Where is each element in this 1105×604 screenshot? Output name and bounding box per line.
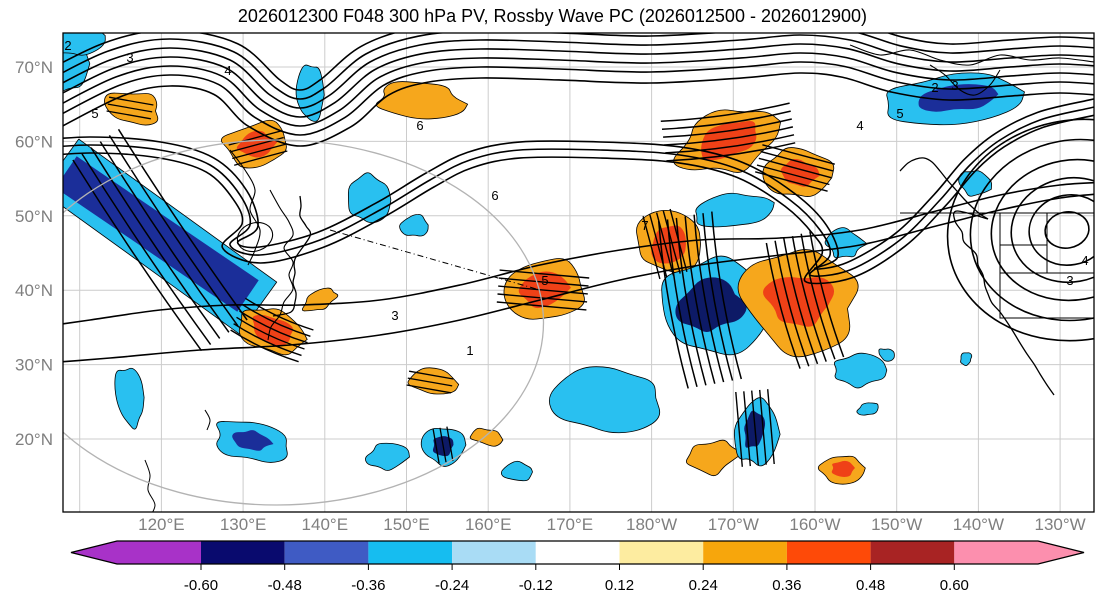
svg-text:180°W: 180°W (626, 515, 677, 534)
svg-text:7: 7 (641, 218, 648, 233)
svg-text:2: 2 (64, 38, 71, 53)
svg-text:0.36: 0.36 (772, 577, 801, 594)
svg-text:1: 1 (466, 343, 473, 358)
svg-text:4: 4 (224, 63, 231, 78)
svg-text:160°W: 160°W (789, 515, 840, 534)
svg-text:5: 5 (541, 273, 548, 288)
svg-text:6: 6 (416, 118, 423, 133)
svg-text:40°N: 40°N (15, 281, 53, 300)
svg-text:2: 2 (931, 80, 938, 95)
svg-text:-0.12: -0.12 (519, 577, 553, 594)
svg-text:-0.36: -0.36 (351, 577, 385, 594)
svg-text:20°N: 20°N (15, 430, 53, 449)
svg-text:120°E: 120°E (138, 515, 185, 534)
svg-text:3: 3 (391, 308, 398, 323)
svg-text:60°N: 60°N (15, 132, 53, 151)
svg-text:-0.48: -0.48 (268, 577, 302, 594)
svg-text:4: 4 (856, 118, 863, 133)
svg-text:160°E: 160°E (465, 515, 512, 534)
svg-text:130°W: 130°W (1034, 515, 1085, 534)
svg-text:50°N: 50°N (15, 207, 53, 226)
svg-text:3: 3 (126, 50, 133, 65)
svg-text:-0.24: -0.24 (435, 577, 469, 594)
svg-text:30°N: 30°N (15, 356, 53, 375)
svg-text:7: 7 (796, 8, 803, 23)
svg-text:140°E: 140°E (302, 515, 349, 534)
svg-text:170°E: 170°E (547, 515, 594, 534)
svg-text:6: 6 (491, 188, 498, 203)
svg-text:0.24: 0.24 (689, 577, 718, 594)
svg-text:-0.60: -0.60 (184, 577, 218, 594)
svg-text:3: 3 (951, 78, 958, 93)
svg-text:0.60: 0.60 (940, 577, 969, 594)
svg-text:140°W: 140°W (953, 515, 1004, 534)
svg-text:5: 5 (896, 106, 903, 121)
svg-text:5: 5 (91, 106, 98, 121)
svg-text:3: 3 (1066, 273, 1073, 288)
svg-text:150°W: 150°W (871, 515, 922, 534)
svg-text:0.12: 0.12 (605, 577, 634, 594)
svg-text:130°E: 130°E (220, 515, 267, 534)
svg-text:170°W: 170°W (708, 515, 759, 534)
svg-text:150°E: 150°E (383, 515, 430, 534)
svg-text:70°N: 70°N (15, 58, 53, 77)
svg-text:6: 6 (776, 15, 783, 30)
svg-text:4: 4 (1081, 253, 1088, 268)
svg-text:8: 8 (976, 8, 983, 23)
svg-text:0.48: 0.48 (856, 577, 885, 594)
